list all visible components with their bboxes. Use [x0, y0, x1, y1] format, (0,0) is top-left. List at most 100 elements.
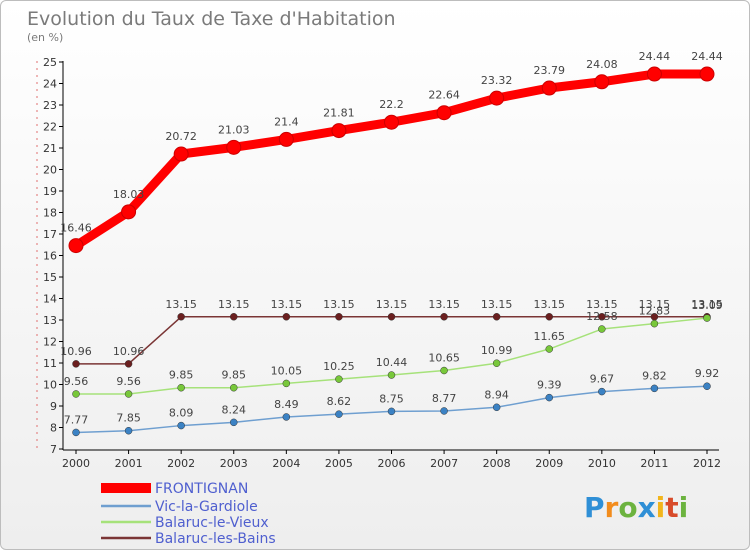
data-point: [68, 238, 84, 254]
data-label: 8.49: [274, 398, 299, 411]
data-point: [124, 390, 133, 398]
y-tick-label: 14: [43, 293, 57, 306]
data-label: 10.05: [271, 364, 303, 377]
y-tick-label: 16: [43, 250, 57, 263]
data-label: 10.99: [481, 344, 513, 357]
legend: FRONTIGNAN Vic-la-GardioleBalaruc-le-Vieu…: [101, 481, 276, 547]
data-point: [703, 314, 711, 322]
data-label: 11.65: [534, 330, 566, 343]
data-label: 10.25: [323, 360, 355, 373]
data-point: [598, 313, 606, 321]
data-label: 24.44: [691, 50, 723, 63]
y-tick-label: 7: [50, 443, 57, 456]
y-tick-label: 12: [43, 336, 57, 349]
data-label: 23.79: [534, 64, 566, 77]
x-tick-label: 2011: [640, 457, 668, 470]
data-label: 9.56: [116, 375, 141, 388]
data-label: 21.4: [274, 115, 299, 128]
y-tick-label: 11: [43, 357, 57, 370]
data-label: 9.67: [590, 373, 615, 386]
x-tick-label: 2000: [62, 457, 90, 470]
x-tick-label: 2005: [325, 457, 353, 470]
data-label: 13.15: [481, 298, 513, 311]
data-label: 10.65: [428, 352, 460, 365]
data-label: 9.92: [695, 367, 720, 380]
data-label: 7.85: [116, 412, 141, 425]
legend-label: Balaruc-le-Vieux: [155, 515, 269, 531]
x-tick-label: 2010: [588, 457, 616, 470]
x-tick-label: 2007: [430, 457, 458, 470]
data-point: [492, 313, 501, 321]
series-layer: 10.96 10.96 13.15 13.15 13.15 13.15 13.15 13.15…: [60, 50, 723, 437]
data-label: 13.15: [376, 298, 408, 311]
data-point: [230, 313, 238, 321]
legend-label: Vic-la-Gardiole: [155, 499, 258, 515]
data-point: [72, 428, 80, 437]
logo-letter: P: [584, 491, 605, 524]
data-label: 10.96: [60, 345, 92, 358]
x-tick-label: 2009: [535, 457, 563, 470]
data-label: 24.08: [586, 58, 618, 71]
data-label: 22.2: [379, 98, 404, 111]
logo-letter: i: [679, 491, 689, 524]
data-point: [384, 114, 399, 130]
data-point: [124, 360, 133, 368]
data-label: 8.77: [432, 392, 457, 405]
axes: 7 8 9 10 11 12 13 14 15 16 17 18 19 20 21 22 23 24 25 2000 2…: [36, 56, 721, 470]
data-point: [598, 387, 606, 396]
data-label: 10.44: [376, 356, 408, 369]
data-point: [230, 418, 238, 427]
data-label: 13.15: [218, 298, 250, 311]
y-tick-label: 19: [43, 185, 57, 198]
data-point: [226, 139, 242, 155]
x-tick-label: 2002: [167, 457, 195, 470]
data-point: [598, 325, 606, 333]
data-point: [436, 105, 452, 121]
data-point: [492, 403, 501, 412]
data-label: 9.56: [64, 375, 89, 388]
data-point: [230, 383, 238, 392]
data-label: 13.15: [165, 298, 197, 311]
data-label: 8.75: [379, 392, 404, 405]
data-point: [335, 410, 343, 418]
data-label: 8.09: [169, 407, 194, 420]
data-label: 10.96: [113, 345, 145, 358]
data-point: [440, 407, 448, 415]
data-label: 24.44: [639, 50, 671, 63]
data-point: [541, 80, 557, 96]
data-label: 13.15: [323, 298, 355, 311]
chart-title: Evolution du Taux de Taxe d'Habitation: [27, 8, 396, 30]
y-tick-label: 13: [43, 314, 57, 327]
data-label: 13.15: [586, 298, 618, 311]
data-label: 13.15: [271, 298, 303, 311]
x-tick-label: 2008: [483, 457, 511, 470]
data-point: [650, 384, 659, 393]
data-label: 9.85: [222, 369, 247, 382]
data-label: 8.24: [222, 403, 247, 416]
data-point: [173, 146, 189, 162]
data-point: [650, 319, 659, 328]
data-label: 18.03: [113, 188, 145, 201]
y-tick-label: 18: [43, 207, 57, 220]
x-tick-label: 2001: [115, 457, 143, 470]
data-label: 12.58: [586, 310, 618, 323]
series-vic-la-gardiole: 7.77 7.85 8.09 8.24 8.49 8.62 8.75 8.77 8.94 9.39…: [64, 367, 720, 437]
data-point: [282, 313, 291, 321]
data-point: [177, 421, 185, 430]
data-point: [387, 313, 396, 321]
data-point: [699, 66, 715, 82]
data-label: 9.85: [169, 369, 194, 382]
y-tick-label: 21: [43, 142, 57, 155]
data-label: 22.64: [428, 89, 460, 102]
data-label: 13.15: [691, 298, 723, 311]
series-balaruc-le-vieux: 9.56 9.56 9.85 9.85 10.05 10.25 10.44 10.65 10.9…: [64, 299, 723, 398]
data-point: [177, 313, 185, 321]
data-point: [335, 313, 343, 321]
data-point: [492, 359, 501, 367]
y-tick-label: 24: [43, 78, 57, 91]
data-label: 16.46: [60, 222, 92, 235]
data-label: 7.77: [64, 413, 89, 426]
data-label: 12.83: [639, 305, 671, 318]
